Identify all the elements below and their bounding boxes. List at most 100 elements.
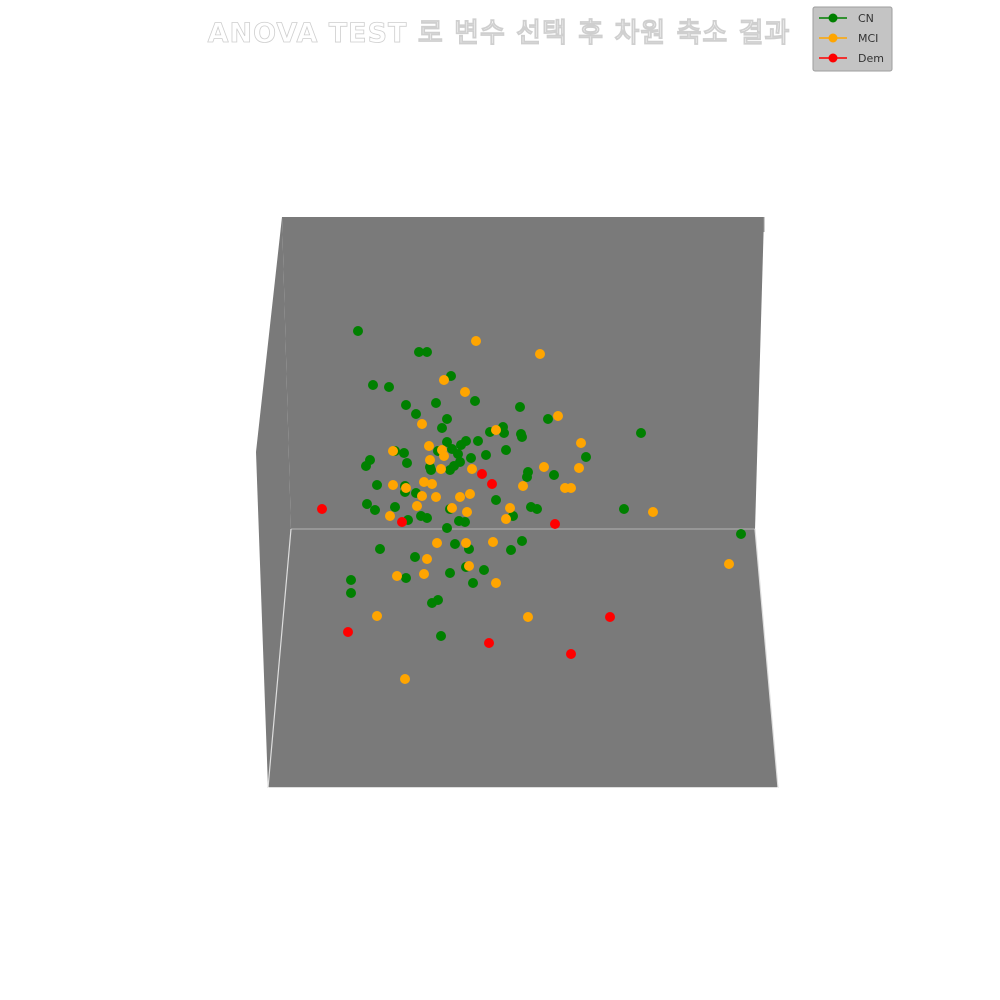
data-point-mci-16: [467, 464, 477, 474]
data-point-mci-1: [471, 336, 481, 346]
data-point-cn-55: [619, 504, 629, 514]
data-point-cn-10: [411, 409, 421, 419]
data-point-cn-38: [466, 453, 476, 463]
data-point-cn-52: [491, 495, 501, 505]
data-point-mci-17: [539, 462, 549, 472]
data-point-mci-38: [488, 537, 498, 547]
data-point-cn-47: [372, 480, 382, 490]
data-point-mci-40: [464, 561, 474, 571]
legend-entry-mci: MCI: [819, 32, 878, 45]
data-point-dem-5: [550, 519, 560, 529]
data-point-cn-36: [481, 450, 491, 460]
data-point-cn-61: [460, 517, 470, 527]
side-pane-left: [256, 217, 291, 788]
data-point-cn-4: [368, 380, 378, 390]
data-point-cn-11: [442, 414, 452, 424]
data-point-mci-18: [419, 477, 429, 487]
data-point-cn-39: [581, 452, 591, 462]
data-point-mci-9: [388, 446, 398, 456]
axes-3d: [256, 217, 779, 789]
data-point-cn-73: [401, 573, 411, 583]
data-point-cn-26: [453, 449, 463, 459]
data-point-cn-58: [422, 513, 432, 523]
data-point-cn-37: [455, 457, 465, 467]
data-point-cn-23: [473, 436, 483, 446]
data-point-cn-22: [456, 440, 466, 450]
data-point-dem-1: [477, 469, 487, 479]
legend-marker-dem: [828, 53, 838, 63]
data-point-mci-47: [400, 674, 410, 684]
data-point-cn-43: [426, 465, 436, 475]
data-point-cn-66: [450, 539, 460, 549]
data-point-cn-12: [515, 402, 525, 412]
data-point-dem-8: [484, 638, 494, 648]
data-point-cn-2: [414, 347, 424, 357]
legend-entry-cn: CN: [819, 12, 874, 25]
data-point-mci-41: [392, 571, 402, 581]
data-point-mci-12: [439, 451, 449, 461]
data-point-mci-13: [425, 455, 435, 465]
data-point-cn-13: [543, 414, 553, 424]
data-point-mci-14: [574, 463, 584, 473]
data-point-mci-3: [439, 375, 449, 385]
data-point-cn-74: [445, 568, 455, 578]
data-point-cn-29: [399, 448, 409, 458]
data-point-cn-79: [427, 598, 437, 608]
legend: CN MCI Dem: [812, 6, 893, 72]
data-point-cn-44: [445, 465, 455, 475]
data-point-mci-24: [455, 492, 465, 502]
data-point-mci-39: [422, 554, 432, 564]
data-point-cn-54: [532, 504, 542, 514]
data-point-mci-22: [431, 492, 441, 502]
data-point-mci-7: [491, 425, 501, 435]
data-point-cn-49: [390, 502, 400, 512]
data-point-mci-15: [436, 464, 446, 474]
data-point-mci-30: [385, 511, 395, 521]
data-point-dem-2: [487, 479, 497, 489]
data-point-mci-4: [460, 387, 470, 397]
data-point-cn-80: [436, 631, 446, 641]
data-point-cn-62: [442, 523, 452, 533]
data-point-cn-8: [470, 396, 480, 406]
data-point-mci-33: [505, 503, 515, 513]
data-point-cn-24: [442, 437, 452, 447]
data-point-cn-19: [517, 432, 527, 442]
data-point-cn-33: [402, 458, 412, 468]
data-point-mci-44: [724, 559, 734, 569]
data-point-cn-68: [517, 536, 527, 546]
data-point-cn-5: [384, 382, 394, 392]
data-point-cn-77: [346, 588, 356, 598]
data-point-mci-46: [523, 612, 533, 622]
data-point-dem-7: [343, 627, 353, 637]
data-point-cn-50: [370, 505, 380, 515]
chart-title: ANOVA TEST 로 변수 선택 후 차원 축소 결과: [208, 18, 791, 49]
left-floor-edge: [267, 528, 292, 789]
data-point-mci-8: [576, 438, 586, 448]
data-point-cn-20: [636, 428, 646, 438]
data-point-cn-48: [362, 499, 372, 509]
data-point-mci-42: [419, 569, 429, 579]
data-point-mci-6: [417, 419, 427, 429]
data-point-cn-17: [499, 428, 509, 438]
data-point-mci-31: [447, 503, 457, 513]
legend-entry-dem: Dem: [819, 52, 884, 65]
legend-marker-mci: [828, 33, 838, 43]
data-point-cn-70: [410, 552, 420, 562]
data-point-mci-2: [535, 349, 545, 359]
data-point-dem-3: [317, 504, 327, 514]
data-point-cn-41: [522, 472, 532, 482]
data-point-mci-26: [518, 481, 528, 491]
data-point-mci-37: [461, 538, 471, 548]
data-point-mci-20: [401, 483, 411, 493]
data-point-mci-5: [553, 411, 563, 421]
data-point-mci-32: [462, 507, 472, 517]
data-point-dem-9: [566, 649, 576, 659]
data-point-mci-36: [432, 538, 442, 548]
data-point-mci-23: [417, 491, 427, 501]
scatter-points: [317, 326, 746, 684]
data-point-mci-19: [388, 480, 398, 490]
right-floor-edge: [754, 528, 779, 789]
data-point-cn-32: [361, 461, 371, 471]
data-point-cn-1: [353, 326, 363, 336]
data-point-mci-21: [427, 479, 437, 489]
